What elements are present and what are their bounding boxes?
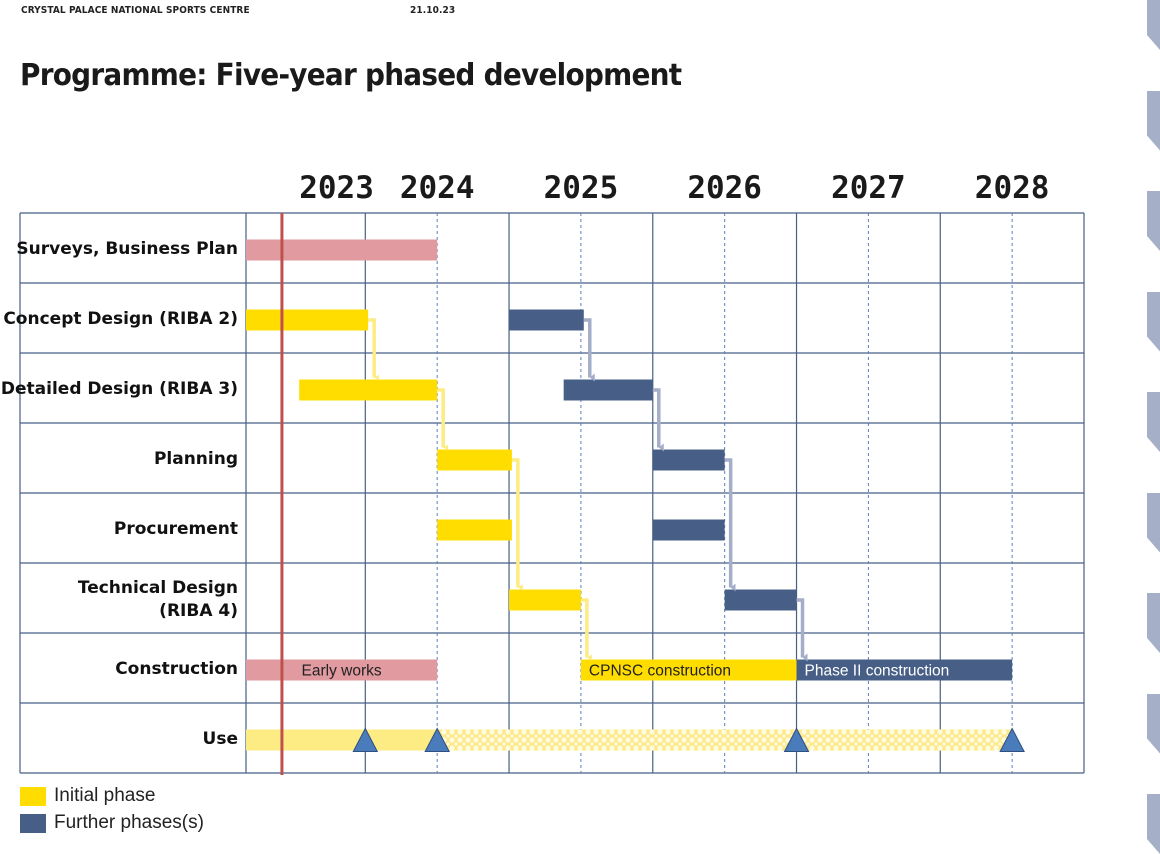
row-label: Construction	[115, 659, 238, 679]
side-tab	[1147, 392, 1160, 452]
legend-swatch-initial	[20, 786, 46, 806]
row-label: Detailed Design (RIBA 3)	[1, 379, 238, 399]
task-bar-initial	[580, 659, 797, 681]
dependency-arrow	[437, 388, 449, 451]
side-tab	[1147, 0, 1160, 50]
side-tab	[1147, 492, 1160, 553]
dependency-arrow	[368, 318, 380, 381]
dependency-arrow	[583, 318, 595, 382]
task-bar-initial	[246, 309, 369, 331]
legend-label: Further phases(s)	[54, 812, 204, 833]
row-label: Concept Design (RIBA 2)	[3, 309, 238, 329]
task-bar-further	[796, 659, 1013, 681]
dependency-arrow	[796, 598, 808, 662]
row-label: Technical Design	[78, 578, 238, 598]
row-labels: Surveys, Business Plan Concept Design (RI…	[1, 239, 238, 749]
milestone-triangle	[999, 727, 1025, 752]
chart-grid	[19, 212, 1085, 774]
side-tab	[1147, 291, 1160, 352]
side-tab	[1147, 90, 1160, 151]
milestone-triangle	[783, 727, 810, 752]
task-bars: Early works CPNSC construction Phase II co…	[246, 239, 1013, 751]
dependency-arrow	[580, 598, 592, 661]
task-bar-initial	[299, 379, 438, 401]
row-label: Surveys, Business Plan	[16, 239, 238, 259]
task-bar-initial	[437, 519, 512, 541]
year-axis: 2023 2024 2025 2026 2027 2028	[299, 170, 1049, 206]
dependency-arrow	[511, 458, 523, 591]
use-bar-current	[246, 729, 438, 751]
side-tab	[1147, 593, 1160, 653]
legend-item-further-phases: Further phases(s)	[20, 812, 204, 834]
row-label: Procurement	[114, 519, 238, 539]
task-bar-further	[652, 519, 725, 541]
row-label: Use	[203, 729, 238, 749]
task-bar-further	[563, 379, 653, 401]
year-label-2025: 2025	[544, 170, 619, 206]
task-bar-initial	[437, 449, 512, 471]
side-tab	[1147, 191, 1160, 251]
task-bar-further	[652, 449, 725, 471]
side-tab	[1147, 794, 1160, 854]
legend-item-initial-phase: Initial phase	[20, 785, 155, 807]
row-label: (RIBA 4)	[159, 601, 238, 621]
task-bar-label: Phase II construction	[805, 663, 950, 680]
year-label-2024: 2024	[400, 170, 475, 206]
organisation-name: CRYSTAL PALACE NATIONAL SPORTS CENTRE	[21, 5, 250, 16]
year-label-2027: 2027	[831, 170, 906, 206]
task-bar-further	[509, 309, 584, 331]
document-date: 21.10.23	[410, 5, 456, 16]
task-bar-initial	[509, 589, 581, 611]
milestones	[352, 727, 1025, 752]
row-label: Planning	[154, 449, 238, 469]
milestone-triangle	[424, 727, 450, 752]
dependency-arrow	[652, 388, 664, 452]
legend-swatch-further	[20, 813, 46, 833]
dependency-arrow	[724, 458, 736, 592]
side-tab	[1147, 693, 1160, 754]
year-label-2023: 2023	[299, 170, 374, 206]
task-bar-label: Early works	[302, 663, 382, 680]
year-label-2028: 2028	[975, 170, 1050, 206]
task-bar-further	[724, 589, 797, 611]
legend-label: Initial phase	[54, 785, 156, 806]
task-bar-label: CPNSC construction	[589, 663, 731, 680]
year-label-2026: 2026	[687, 170, 762, 206]
use-bar-future	[437, 729, 1013, 751]
milestone-triangle	[352, 727, 379, 752]
page-title: Programme: Five-year phased development	[20, 58, 682, 93]
dependency-connectors	[368, 318, 808, 662]
task-bar-early	[246, 659, 438, 681]
task-bar-early	[246, 239, 438, 261]
